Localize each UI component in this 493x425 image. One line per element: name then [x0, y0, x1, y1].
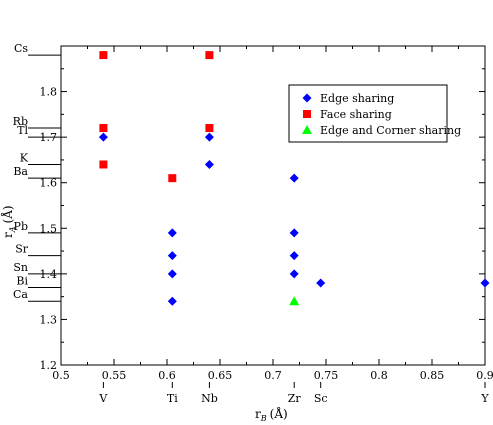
x-tick-label: 0.8 [370, 369, 388, 382]
x-tick-label: 0.65 [208, 369, 233, 382]
data-point-diamond [204, 159, 214, 169]
y-tick-label: 1.8 [40, 86, 58, 99]
y-axis-label-main: r [1, 232, 15, 238]
data-point-diamond [167, 251, 177, 261]
y-tick-label: 1.5 [40, 222, 58, 235]
data-point-layer [98, 51, 490, 306]
a-site-label-cs: Cs [14, 42, 28, 55]
data-point-triangle [289, 296, 300, 306]
a-site-label-rb: Rb [13, 115, 28, 128]
legend-entry-label: Face sharing [320, 108, 392, 121]
x-tick-label: 0.5 [52, 369, 70, 382]
a-site-label-sr: Sr [15, 243, 29, 256]
data-point-diamond [167, 269, 177, 279]
x-tick-label: 0.6 [158, 369, 176, 382]
data-point-diamond [167, 228, 177, 238]
x-tick-label: 0.85 [420, 369, 445, 382]
y-axis-label-subscript: A [8, 226, 17, 233]
a-site-label-ca: Ca [13, 288, 28, 301]
data-point-diamond [480, 278, 490, 288]
tick-layer: 0.5 0.55 0.6 0.65 0.7 0.75 0.8 0.85 0.91.21.31.4… [40, 45, 493, 382]
legend: Edge sharing Face sharing Edge and Corner … [288, 84, 461, 143]
y-tick-label: 1.6 [40, 177, 58, 190]
a-site-label-pb: Pb [14, 220, 28, 233]
y-tick-label: 1.3 [40, 313, 58, 326]
data-point-diamond [289, 251, 299, 261]
y-axis-label-unit: (Å) [0, 205, 15, 223]
a-site-label-tl: Tl [17, 124, 28, 137]
x-tick-label: 0.9 [476, 369, 493, 382]
legend-marker-diamond [302, 93, 312, 103]
b-site-label-zr: Zr [288, 392, 302, 405]
a-site-label-bi: Bi [16, 275, 28, 288]
data-point-diamond [289, 228, 299, 238]
b-site-label-y: Y [480, 392, 489, 405]
x-tick-label: 0.75 [314, 369, 339, 382]
x-axis-label: rB (Å) [255, 406, 288, 423]
legend-entry-label: Edge sharing [320, 92, 394, 105]
data-point-diamond [98, 132, 108, 142]
y-axis-label: rA (Å) [0, 205, 17, 238]
data-point-diamond [289, 269, 299, 279]
legend-marker-square [303, 110, 311, 118]
x-tick-label: 0.55 [102, 369, 127, 382]
a-site-label-sn: Sn [13, 261, 28, 274]
b-site-label-v: V [98, 392, 108, 405]
legend-box [288, 84, 448, 143]
a-site-label-ba: Ba [13, 165, 28, 178]
x-tick-label: 0.7 [264, 369, 282, 382]
data-point-diamond [316, 278, 326, 288]
data-point-diamond [204, 132, 214, 142]
data-point-diamond [167, 296, 177, 306]
data-point-square [99, 51, 108, 60]
y-tick-label: 1.2 [40, 359, 58, 372]
x-axis-label-main: r [255, 407, 261, 421]
a-site-label-k: K [20, 151, 29, 164]
x-axis-label-subscript: B [260, 414, 267, 423]
legend-marker-triangle [302, 125, 312, 134]
data-point-square [99, 160, 108, 169]
data-point-square [99, 124, 108, 133]
data-point-square [205, 124, 214, 133]
b-site-label-sc: Sc [314, 392, 328, 405]
data-point-square [205, 51, 214, 60]
b-site-label-nb: Nb [201, 392, 218, 405]
legend-entry-label: Edge and Corner sharing [320, 124, 461, 137]
data-point-diamond [289, 173, 299, 183]
x-axis-label-unit: (Å) [270, 406, 288, 421]
b-site-label-ti: Ti [167, 392, 178, 405]
data-point-square [168, 174, 177, 183]
